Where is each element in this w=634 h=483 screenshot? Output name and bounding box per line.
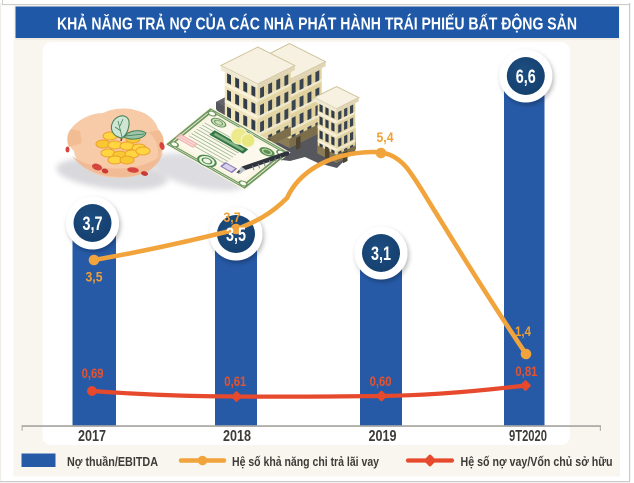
svg-text:6,6: 6,6 [516, 67, 536, 88]
svg-text:2019: 2019 [369, 428, 397, 445]
svg-text:0,81: 0,81 [515, 364, 537, 379]
svg-text:KHẢ NĂNG TRẢ NỢ CỦA CÁC NHÀ PH: KHẢ NĂNG TRẢ NỢ CỦA CÁC NHÀ PHÁT HÀNH TR… [57, 14, 577, 34]
svg-text:0,69: 0,69 [82, 366, 104, 381]
svg-text:3,5: 3,5 [226, 225, 246, 246]
svg-text:2018: 2018 [223, 428, 251, 445]
svg-text:3,1: 3,1 [371, 244, 391, 265]
svg-text:5,4: 5,4 [377, 130, 394, 145]
svg-text:3,5: 3,5 [86, 270, 103, 285]
svg-text:9T2020: 9T2020 [509, 428, 547, 445]
svg-text:0,60: 0,60 [370, 374, 392, 389]
svg-text:0,61: 0,61 [224, 374, 246, 389]
svg-text:Nợ thuần/EBITDA: Nợ thuần/EBITDA [67, 454, 159, 469]
svg-text:Hệ số khả năng chi trả lãi vay: Hệ số khả năng chi trả lãi vay [232, 454, 380, 469]
svg-text:Hệ số nợ vay/Vốn chủ sở hữu: Hệ số nợ vay/Vốn chủ sở hữu [461, 454, 613, 469]
svg-text:3,7: 3,7 [224, 210, 241, 225]
svg-text:3,7: 3,7 [83, 214, 103, 235]
svg-text:1,4: 1,4 [515, 324, 531, 339]
svg-text:2017: 2017 [78, 428, 106, 445]
